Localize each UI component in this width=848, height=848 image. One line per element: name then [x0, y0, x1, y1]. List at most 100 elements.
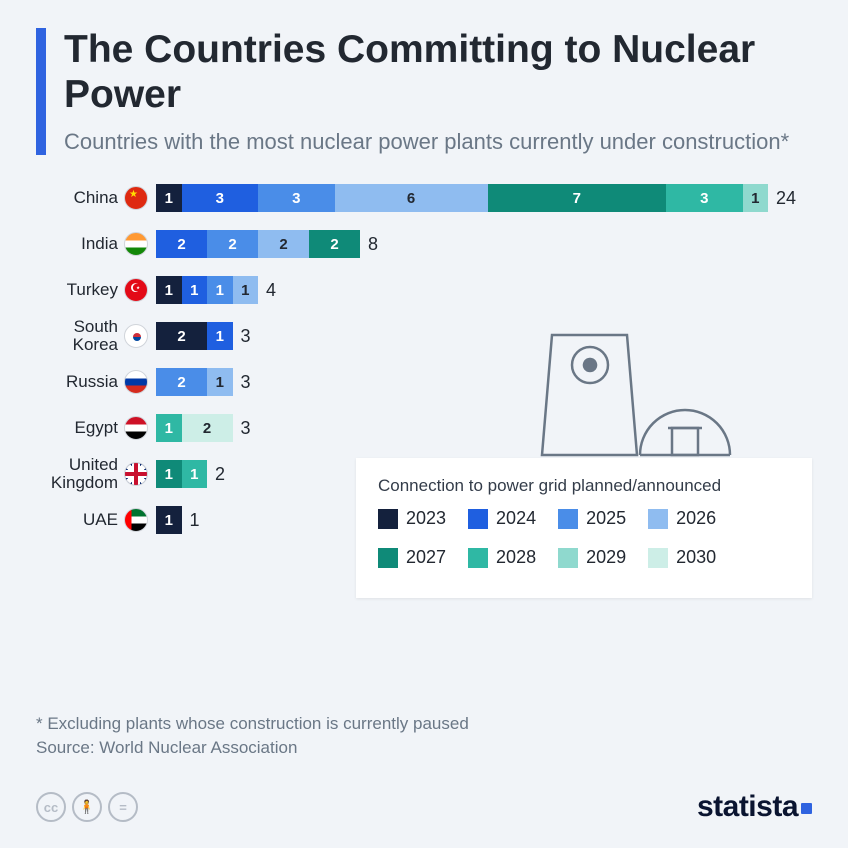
legend-swatch — [468, 548, 488, 568]
legend-item: 2030 — [648, 547, 716, 568]
accent-bar — [36, 28, 46, 155]
by-icon: 🧍 — [72, 792, 102, 822]
country-label: Egypt — [36, 419, 124, 438]
bar-segments: 1111 — [156, 276, 258, 304]
bar-segment: 1 — [207, 322, 233, 350]
legend-swatch — [378, 509, 398, 529]
bar-segment: 1 — [207, 276, 233, 304]
bar-segment: 2 — [182, 414, 233, 442]
flag-icon — [124, 508, 148, 532]
bar-segment: 2 — [156, 368, 207, 396]
legend-label: 2030 — [676, 547, 716, 568]
legend: Connection to power grid planned/announc… — [356, 458, 812, 598]
flag-icon — [124, 462, 148, 486]
legend-swatch — [378, 548, 398, 568]
flag-icon — [124, 232, 148, 256]
logo-text: statista — [697, 790, 798, 824]
legend-row-2: 2027 2028 2029 2030 — [378, 547, 790, 578]
footnote-line-1: * Excluding plants whose construction is… — [36, 712, 469, 736]
bar-segment: 1 — [156, 184, 182, 212]
legend-item: 2028 — [468, 547, 536, 568]
bar-segment: 1 — [156, 276, 182, 304]
bar-segments: 1336731 — [156, 184, 768, 212]
row-total: 3 — [241, 326, 251, 347]
titles: The Countries Committing to Nuclear Powe… — [64, 28, 812, 155]
country-label: South Korea — [36, 318, 124, 355]
legend-item: 2027 — [378, 547, 446, 568]
flag-icon — [124, 370, 148, 394]
cc-icons: cc 🧍 = — [36, 792, 138, 822]
subtitle: Countries with the most nuclear power pl… — [64, 128, 812, 156]
bar-segments: 11 — [156, 460, 207, 488]
logo-dot — [801, 803, 812, 814]
legend-label: 2026 — [676, 508, 716, 529]
legend-swatch — [558, 509, 578, 529]
footer: cc 🧍 = statista — [36, 790, 812, 824]
legend-item: 2023 — [378, 508, 446, 529]
bar-segment: 2 — [258, 230, 309, 258]
legend-item: 2024 — [468, 508, 536, 529]
bar-segment: 1 — [207, 368, 233, 396]
flag-icon — [124, 324, 148, 348]
row-total: 3 — [241, 372, 251, 393]
country-label: Turkey — [36, 281, 124, 300]
bar-segment: 1 — [156, 414, 182, 442]
bar-segment: 6 — [335, 184, 488, 212]
legend-label: 2023 — [406, 508, 446, 529]
bar-segments: 12 — [156, 414, 233, 442]
flag-icon — [124, 278, 148, 302]
legend-label: 2027 — [406, 547, 446, 568]
bar-segments: 21 — [156, 368, 233, 396]
bar-segment: 2 — [309, 230, 360, 258]
legend-swatch — [648, 509, 668, 529]
bar-segment: 1 — [182, 276, 208, 304]
flag-icon — [124, 416, 148, 440]
flag-icon — [124, 186, 148, 210]
bar-segment: 3 — [182, 184, 259, 212]
legend-swatch — [558, 548, 578, 568]
bar-segment: 1 — [233, 276, 259, 304]
row-total: 4 — [266, 280, 276, 301]
legend-item: 2029 — [558, 547, 626, 568]
country-label: Russia — [36, 373, 124, 392]
bar-segment: 2 — [207, 230, 258, 258]
legend-swatch — [468, 509, 488, 529]
country-label: United Kingdom — [36, 456, 124, 493]
bar-segments: 2222 — [156, 230, 360, 258]
country-label: India — [36, 235, 124, 254]
bar-segment: 7 — [488, 184, 667, 212]
bar-segment: 3 — [666, 184, 743, 212]
bar-segment: 1 — [182, 460, 208, 488]
bar-segment: 3 — [258, 184, 335, 212]
bar-segment: 1 — [156, 506, 182, 534]
country-label: UAE — [36, 511, 124, 530]
chart-row: India22228 — [36, 229, 812, 259]
legend-label: 2029 — [586, 547, 626, 568]
nd-icon: = — [108, 792, 138, 822]
legend-label: 2028 — [496, 547, 536, 568]
main-title: The Countries Committing to Nuclear Powe… — [64, 28, 812, 118]
bar-segment: 2 — [156, 230, 207, 258]
row-total: 8 — [368, 234, 378, 255]
legend-label: 2025 — [586, 508, 626, 529]
bar-segment: 2 — [156, 322, 207, 350]
legend-item: 2025 — [558, 508, 626, 529]
country-label: China — [36, 189, 124, 208]
row-total: 3 — [241, 418, 251, 439]
legend-item: 2026 — [648, 508, 716, 529]
bar-segments: 21 — [156, 322, 233, 350]
title-block: The Countries Committing to Nuclear Powe… — [36, 28, 812, 155]
bar-segment: 1 — [156, 460, 182, 488]
row-total: 2 — [215, 464, 225, 485]
legend-swatch — [648, 548, 668, 568]
bar-segments: 1 — [156, 506, 182, 534]
row-total: 24 — [776, 188, 796, 209]
footnote-line-2: Source: World Nuclear Association — [36, 736, 469, 760]
row-total: 1 — [190, 510, 200, 531]
legend-label: 2024 — [496, 508, 536, 529]
bar-segment: 1 — [743, 184, 769, 212]
legend-title: Connection to power grid planned/announc… — [378, 476, 790, 496]
cc-icon: cc — [36, 792, 66, 822]
footnote: * Excluding plants whose construction is… — [36, 712, 469, 760]
chart-row: Turkey11114 — [36, 275, 812, 305]
